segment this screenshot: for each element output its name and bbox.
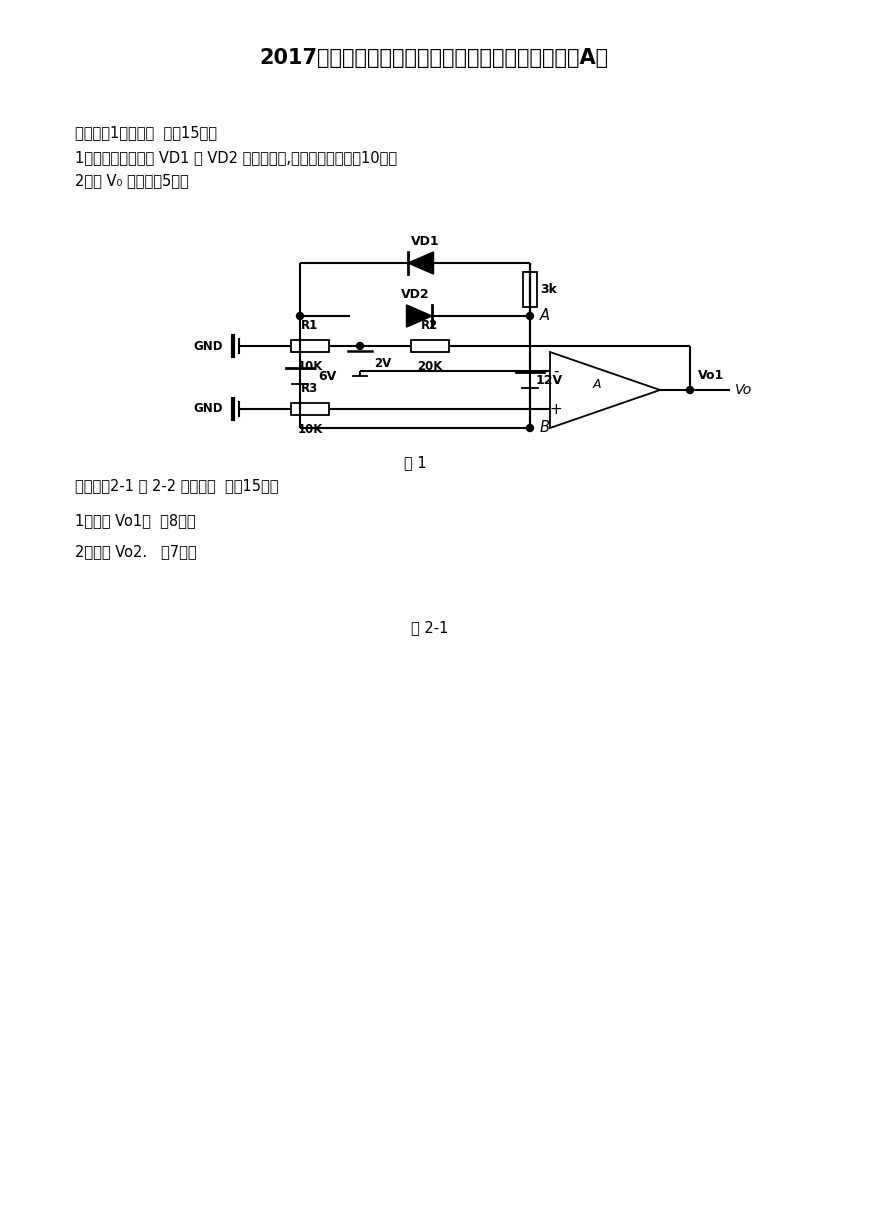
Circle shape	[527, 312, 534, 319]
Text: 6V: 6V	[318, 370, 336, 382]
Text: 二、如图2-1 和 2-2 所示电路  （共15分）: 二、如图2-1 和 2-2 所示电路 （共15分）	[75, 479, 278, 494]
Text: A: A	[593, 378, 601, 392]
Text: 图 2-1: 图 2-1	[411, 620, 448, 636]
Bar	[291, 340, 329, 352]
Text: 10K: 10K	[297, 360, 322, 373]
Polygon shape	[408, 252, 434, 274]
Text: B: B	[540, 420, 550, 436]
Text: 2017年重庆理工大学生物医学电子技术综合考研真题A卷: 2017年重庆理工大学生物医学电子技术综合考研真题A卷	[260, 48, 608, 68]
Circle shape	[527, 425, 534, 431]
Text: 2）求 V₀ 的值。（5分）: 2）求 V₀ 的值。（5分）	[75, 173, 189, 189]
Text: R2: R2	[421, 319, 439, 332]
Text: 2）试求 Vo2.   （7分）: 2）试求 Vo2. （7分）	[75, 544, 196, 560]
Text: 3k: 3k	[540, 282, 557, 296]
Bar	[523, 271, 537, 307]
Text: R3: R3	[302, 382, 319, 395]
Text: 2V: 2V	[374, 357, 391, 370]
Circle shape	[687, 387, 693, 393]
Text: 图 1: 图 1	[404, 456, 427, 470]
Text: VD2: VD2	[401, 289, 429, 301]
Polygon shape	[407, 305, 432, 327]
Bar	[291, 403, 329, 415]
Circle shape	[356, 343, 363, 350]
Circle shape	[296, 312, 303, 319]
Text: GND: GND	[194, 403, 223, 415]
Text: 1）判断理想二极管 VD1 和 VD2 的导通状态,写出判断依据；（10分）: 1）判断理想二极管 VD1 和 VD2 的导通状态,写出判断依据；（10分）	[75, 151, 397, 166]
Text: 一、如图1所示电路  （共15分）: 一、如图1所示电路 （共15分）	[75, 125, 217, 140]
Text: 12V: 12V	[536, 373, 563, 387]
Text: A: A	[540, 308, 550, 323]
Text: GND: GND	[194, 339, 223, 352]
Text: +: +	[549, 402, 562, 416]
Text: R1: R1	[302, 319, 319, 332]
Text: 20K: 20K	[417, 360, 442, 373]
Text: -: -	[554, 363, 559, 378]
Text: Vo: Vo	[735, 383, 753, 397]
Text: 10K: 10K	[297, 422, 322, 436]
Text: Vo1: Vo1	[698, 368, 724, 382]
Text: VD1: VD1	[411, 235, 440, 248]
Text: 1）试求 Vo1；  （8分）: 1）试求 Vo1； （8分）	[75, 513, 196, 528]
Bar	[411, 340, 449, 352]
